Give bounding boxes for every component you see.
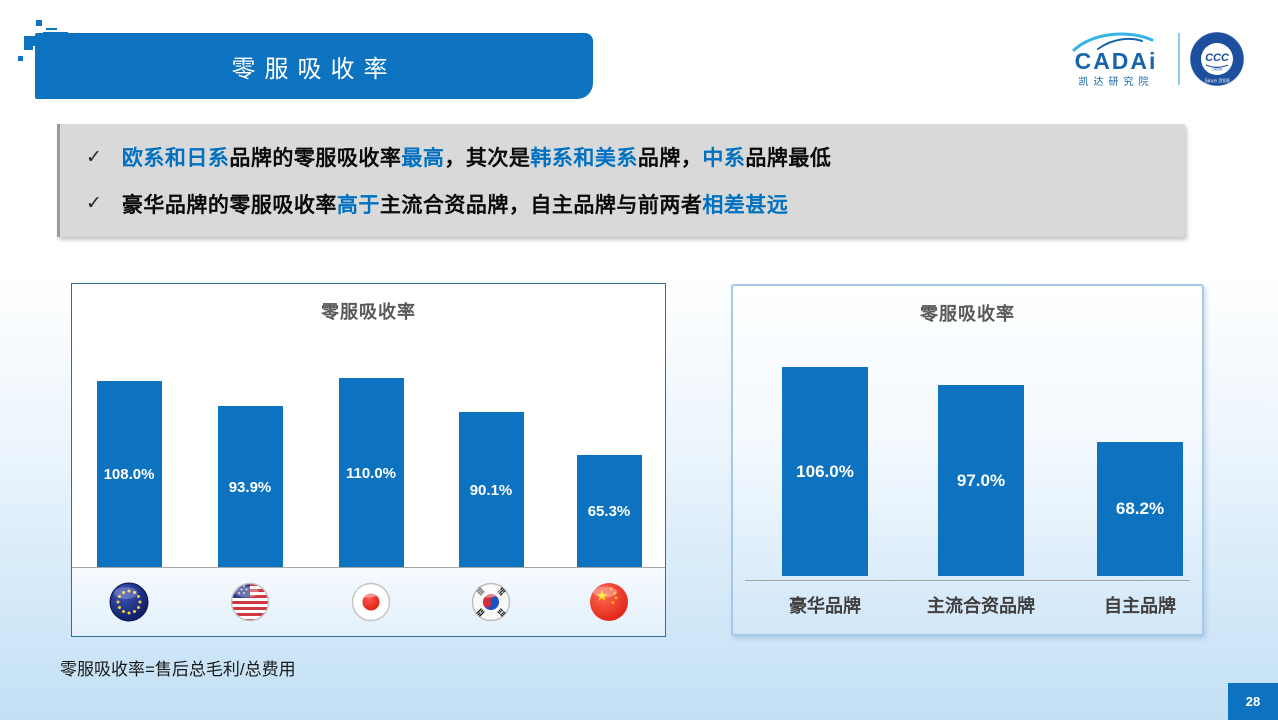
insight-text-2: 豪华品牌的零服吸收率高于主流合资品牌，自主品牌与前两者相差甚远 bbox=[122, 189, 789, 219]
insight-text-segment: 品牌最低 bbox=[745, 147, 832, 171]
page-title: 零服吸收率 bbox=[231, 55, 397, 83]
page-number-badge: 28 bbox=[1228, 683, 1278, 720]
bar-value-label: 97.0% bbox=[956, 470, 1006, 490]
insight-text-segment: 高于 bbox=[336, 193, 380, 217]
bar-value-label: 68.2% bbox=[1115, 499, 1165, 518]
footnote: 零服吸收率=售后总毛利/总费用 bbox=[60, 660, 296, 679]
bar-value-label: 90.1% bbox=[469, 481, 513, 499]
bar-韩系: 90.1% bbox=[458, 412, 524, 568]
bar-value-label: 65.3% bbox=[587, 503, 631, 520]
bar-value-label: 110.0% bbox=[345, 464, 397, 482]
korea-flag-icon bbox=[471, 582, 511, 622]
category-label-主流合资品牌: 主流合资品牌 bbox=[927, 596, 1035, 616]
insight-text-segment: ，其次是 bbox=[444, 147, 531, 171]
china-flag-icon bbox=[590, 583, 628, 621]
insight-text-1: 欧系和日系品牌的零服吸收率最高，其次是韩系和美系品牌，中系品牌最低 bbox=[122, 142, 832, 172]
japan-flag-icon bbox=[351, 582, 391, 622]
insight-text-segment: 豪华品牌的零服吸收率 bbox=[121, 193, 337, 217]
deco-square bbox=[36, 20, 42, 26]
insight-text-segment: 品牌的零服吸收率 bbox=[229, 147, 402, 171]
bar-主流合资品牌: 97.0% bbox=[938, 385, 1024, 576]
checkmark-icon: ✓ bbox=[86, 193, 102, 215]
logo-area: CADAi 凯达研究院 CCC CADAI Since 2009 bbox=[1060, 24, 1260, 94]
bar-中系: 65.3% bbox=[576, 455, 642, 568]
x-axis-line bbox=[745, 580, 1190, 581]
flag-axis-band bbox=[72, 567, 665, 636]
insight-row-2: ✓ 豪华品牌的零服吸收率高于主流合资品牌，自主品牌与前两者相差甚远 bbox=[86, 189, 1185, 219]
checkmark-icon: ✓ bbox=[86, 146, 102, 168]
cadai-badge-icon: CCC CADAI Since 2009 bbox=[1189, 31, 1245, 87]
eu-flag-icon bbox=[109, 582, 149, 622]
insight-box: ✓ 欧系和日系品牌的零服吸收率最高，其次是韩系和美系品牌，中系品牌最低 ✓ 豪华… bbox=[57, 124, 1185, 237]
left-chart-bars: 108.0% 93.9% 110.0% 90.1% 65.3% bbox=[72, 284, 665, 636]
right-chart-bars: 106.0% 97.0% 68.2% bbox=[733, 286, 1202, 634]
logo-brand-text: CADAi bbox=[1074, 48, 1158, 74]
bar-欧系: 108.0% bbox=[96, 381, 162, 568]
chart-title: 零服吸收率 bbox=[321, 302, 416, 322]
page-number: 28 bbox=[1245, 694, 1261, 709]
insight-text-segment: 相差甚远 bbox=[702, 193, 789, 217]
category-label-自主品牌: 自主品牌 bbox=[1104, 596, 1176, 616]
insight-text-segment: 中系 bbox=[702, 147, 746, 171]
bar-value-label: 108.0% bbox=[103, 466, 155, 483]
bar-日系: 110.0% bbox=[338, 378, 404, 568]
bar-豪华品牌: 106.0% bbox=[782, 367, 868, 576]
insight-text-segment: 最高 bbox=[401, 147, 445, 171]
bar-美系: 93.9% bbox=[217, 406, 283, 568]
insight-text-segment: 欧系和日系 bbox=[121, 147, 230, 171]
insight-row-1: ✓ 欧系和日系品牌的零服吸收率最高，其次是韩系和美系品牌，中系品牌最低 bbox=[86, 142, 1185, 172]
us-flag-icon bbox=[230, 582, 270, 622]
insight-text-segment: 品牌， bbox=[637, 147, 703, 171]
cadai-logo: CADAi 凯达研究院 bbox=[1060, 30, 1172, 88]
badge-year-text: Since 2009 bbox=[1204, 79, 1229, 85]
badge-center-text: CCC bbox=[1205, 52, 1230, 64]
badge-caption-text: CADAI bbox=[1212, 68, 1223, 72]
chart-by-origin: 零服吸收率 108.0% 93.9% 110.0% 90.1% 65.3% bbox=[71, 283, 666, 637]
category-label-豪华品牌: 豪华品牌 bbox=[789, 596, 861, 616]
insight-text-segment: 韩系和美系 bbox=[530, 147, 638, 171]
title-banner: 零服吸收率 bbox=[35, 33, 593, 99]
bar-value-label: 106.0% bbox=[796, 461, 854, 481]
chart-title: 零服吸收率 bbox=[920, 304, 1015, 324]
bar-value-label: 93.9% bbox=[228, 478, 272, 496]
logo-subtitle-text: 凯达研究院 bbox=[1078, 77, 1154, 88]
logo-divider bbox=[1178, 33, 1180, 85]
bar-自主品牌: 68.2% bbox=[1097, 442, 1183, 576]
insight-text-segment: 主流合资品牌，自主品牌与前两者 bbox=[379, 193, 703, 217]
chart-by-tier: 零服吸收率 106.0% 97.0% 68.2% 豪华品牌 主流合资品牌 自主品牌 bbox=[731, 284, 1204, 636]
car-swoosh-icon bbox=[1072, 32, 1154, 52]
deco-square bbox=[18, 56, 23, 61]
